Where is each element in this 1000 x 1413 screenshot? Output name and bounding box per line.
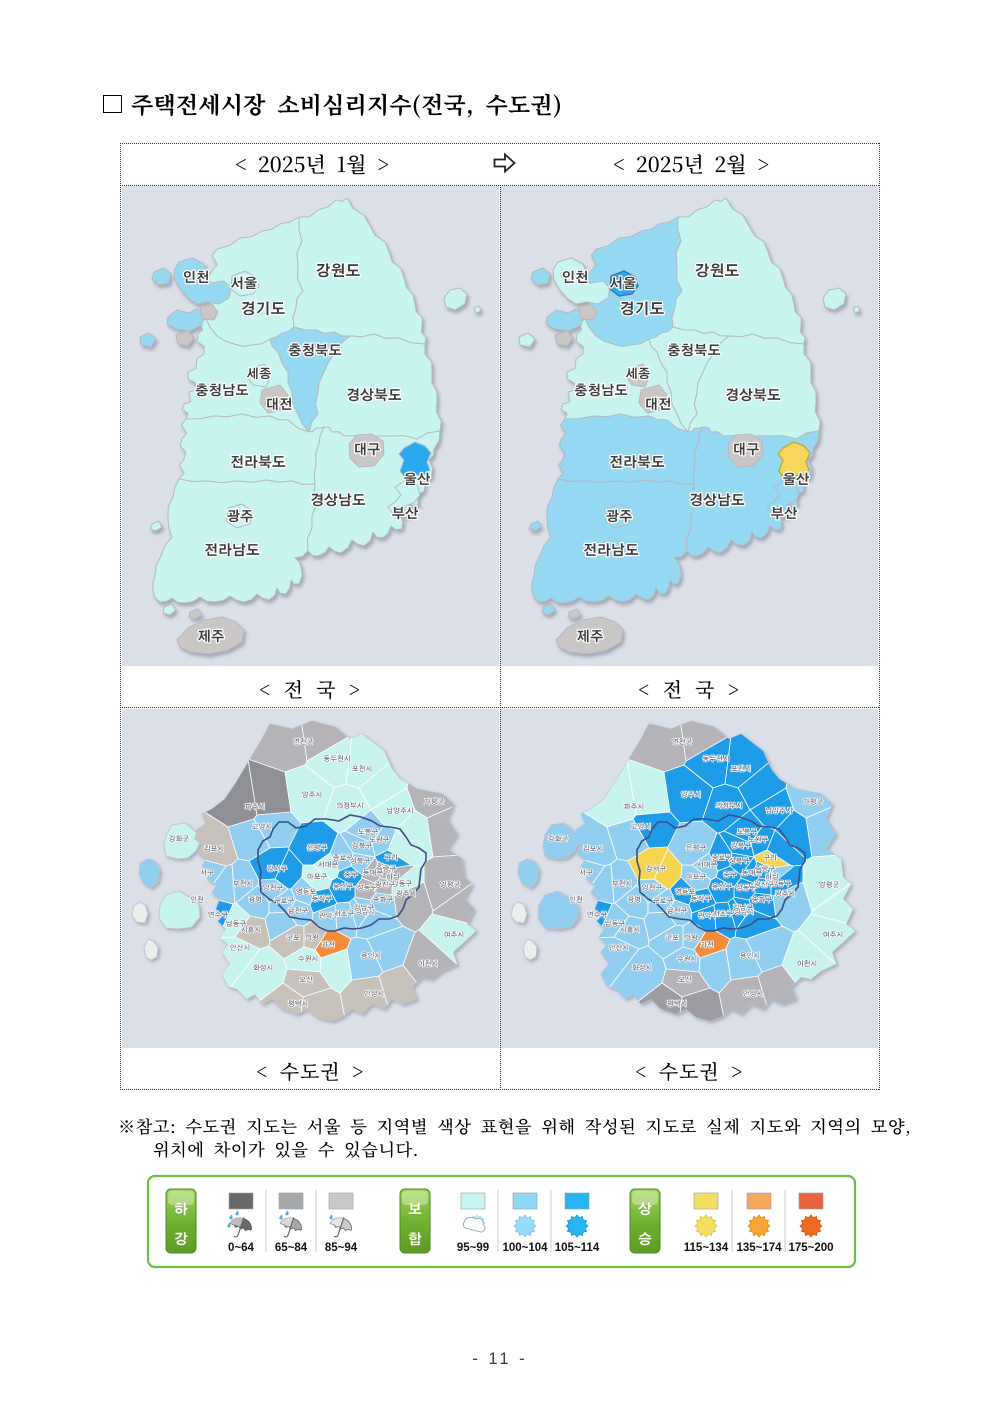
svg-text:105~114: 105~114 (555, 1242, 600, 1254)
svg-text:135~174: 135~174 (736, 1242, 782, 1254)
svg-text:85~94: 85~94 (325, 1242, 358, 1254)
svg-text:65~84: 65~84 (275, 1242, 308, 1254)
svg-text:0~64: 0~64 (228, 1242, 255, 1254)
svg-text:100~104: 100~104 (502, 1242, 548, 1254)
svg-text:95~99: 95~99 (457, 1242, 489, 1254)
svg-text:175~200: 175~200 (788, 1242, 833, 1254)
svg-text:115~134: 115~134 (684, 1242, 729, 1254)
